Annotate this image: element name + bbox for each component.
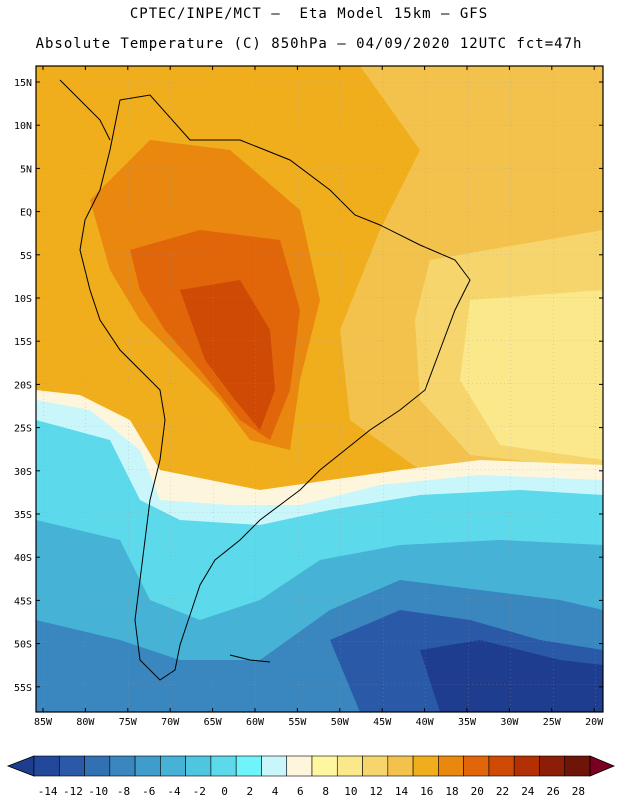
colorbar-swatch <box>564 755 591 777</box>
lat-label: 40S <box>14 553 32 564</box>
colorbar-swatch <box>438 755 464 777</box>
colorbar-low-arrow <box>6 755 35 777</box>
colorbar-label: -2 <box>193 785 206 798</box>
lat-label: 20S <box>14 380 32 391</box>
lon-label: 70W <box>161 717 180 728</box>
lon-label: 65W <box>204 717 223 728</box>
colorbar: -14 -12 -10 -8 -6 -4 -2 0 2 4 6 8 10 12 14 16 18 20 22 24 26… <box>6 755 616 798</box>
colorbar-label: 28 <box>572 785 585 798</box>
colorbar-label: -6 <box>142 785 155 798</box>
colorbar-label: 16 <box>420 785 433 798</box>
map-title-line1: CPTEC/INPE/MCT – Eta Model 15km – GFS <box>129 6 489 22</box>
lat-label: 45S <box>14 596 32 607</box>
map-title-line2: Absolute Temperature (C) 850hPa – 04/09/… <box>35 36 583 52</box>
lon-label: 55W <box>288 717 307 728</box>
colorbar-label: 14 <box>395 785 409 798</box>
lon-label: 40W <box>416 717 435 728</box>
colorbar-label: 22 <box>496 785 509 798</box>
colorbar-swatch <box>261 755 288 777</box>
lon-label: 20W <box>585 717 604 728</box>
lat-label: 50S <box>14 640 32 651</box>
colorbar-swatch <box>488 755 515 777</box>
colorbar-swatch <box>185 755 212 777</box>
colorbar-swatch <box>463 755 490 777</box>
colorbar-label: 24 <box>521 785 535 798</box>
colorbar-swatch <box>311 755 338 777</box>
colorbar-label: 8 <box>322 785 329 798</box>
lat-label: EQ <box>20 208 32 219</box>
colorbar-high-arrow <box>589 755 616 777</box>
lon-label: 60W <box>246 717 265 728</box>
lat-label: 35S <box>14 510 32 521</box>
colorbar-label: 0 <box>221 785 228 798</box>
colorbar-label: -12 <box>63 785 83 798</box>
lat-label: 30S <box>14 467 32 478</box>
colorbar-label: 2 <box>247 785 254 798</box>
lon-label: 35W <box>458 717 477 728</box>
colorbar-swatch <box>210 755 237 777</box>
longitude-axis: 85W 80W 75W 70W 65W 60W 55W 50W 45W 40W 35W 30W 25W 2… <box>34 66 604 728</box>
colorbar-swatch <box>58 755 85 777</box>
lat-label: 25S <box>14 424 32 435</box>
colorbar-label: -14 <box>38 785 58 798</box>
colorbar-label: 10 <box>344 785 357 798</box>
colorbar-label: 18 <box>445 785 458 798</box>
lat-label: 15S <box>14 337 32 348</box>
colorbar-label: -10 <box>88 785 108 798</box>
lat-label: 55S <box>14 683 32 694</box>
lat-label: 15N <box>14 78 32 89</box>
colorbar-swatch <box>33 755 60 777</box>
lat-label: 5S <box>20 251 32 262</box>
lat-label: 10S <box>14 294 32 305</box>
lat-label: 5N <box>20 164 32 175</box>
colorbar-swatch <box>336 755 363 777</box>
colorbar-swatch <box>235 755 262 777</box>
colorbar-swatch <box>412 755 439 777</box>
lon-label: 85W <box>34 717 53 728</box>
colorbar-swatch <box>134 755 161 777</box>
lat-label: 10N <box>14 121 32 132</box>
temperature-field <box>36 66 603 712</box>
colorbar-swatch <box>109 755 136 777</box>
colorbar-label: 4 <box>272 785 279 798</box>
lon-label: 75W <box>119 717 138 728</box>
colorbar-swatch <box>362 755 389 777</box>
colorbar-swatch <box>387 755 414 777</box>
lon-label: 50W <box>331 717 350 728</box>
colorbar-label: -4 <box>167 785 181 798</box>
colorbar-swatch <box>513 755 540 777</box>
latitude-axis: 15N 10N 5N EQ 5S 10S 15S 20S 25S 30S 35S 40S 45S 50S 5… <box>14 78 603 694</box>
plot-frame <box>35 65 604 713</box>
lon-label: 25W <box>543 717 562 728</box>
lon-label: 45W <box>373 717 392 728</box>
lon-label: 80W <box>76 717 95 728</box>
colorbar-label: 6 <box>297 785 304 798</box>
colorbar-label: 20 <box>471 785 484 798</box>
colorbar-label: 26 <box>546 785 559 798</box>
colorbar-label: 12 <box>370 785 383 798</box>
colorbar-swatch <box>160 755 186 777</box>
colorbar-swatch <box>539 755 566 777</box>
colorbar-swatch <box>286 755 313 777</box>
lon-label: 30W <box>500 717 519 728</box>
graticule <box>36 66 603 712</box>
colorbar-swatch <box>84 755 111 777</box>
colorbar-label: -8 <box>117 785 130 798</box>
